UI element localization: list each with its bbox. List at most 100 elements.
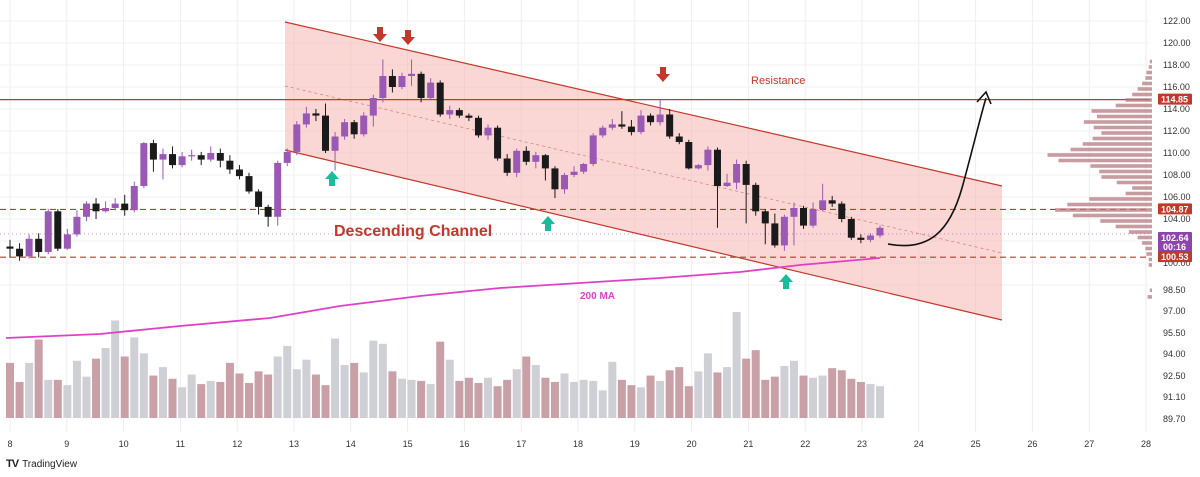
price-badge-label: 102.64 [1161, 233, 1189, 243]
candle-body [169, 154, 177, 166]
candle-body [675, 136, 683, 142]
volume-profile-bar [1100, 219, 1152, 223]
volume-bar [809, 377, 818, 418]
volume-bar [149, 375, 158, 418]
volume-profile-bar [1097, 114, 1152, 119]
volume-bar [837, 370, 846, 418]
candle-body [446, 110, 454, 115]
volume-bar [340, 365, 349, 418]
candle-body [398, 76, 406, 87]
x-tick-label: 26 [1027, 439, 1037, 449]
y-tick-label: 95.50 [1163, 328, 1186, 338]
volume-bar [694, 371, 703, 418]
candle-body [226, 160, 234, 170]
candle-body [522, 150, 530, 162]
resistance-label: Resistance [751, 75, 805, 87]
volume-bar [206, 380, 215, 418]
volume-profile-bar [1067, 202, 1152, 207]
volume-bar [101, 348, 110, 418]
tradingview-name: TradingView [22, 458, 78, 470]
volume-bar [464, 377, 473, 418]
volume-bar [130, 337, 139, 418]
volume-bar [235, 373, 244, 418]
volume-bar [531, 365, 540, 418]
candles [6, 59, 884, 261]
candle-body [713, 149, 721, 186]
candle-body [341, 122, 349, 137]
candle-body [484, 127, 492, 136]
candle-body [369, 98, 377, 116]
x-tick-label: 27 [1084, 439, 1094, 449]
candle-body [465, 115, 473, 118]
candle-body [274, 162, 282, 217]
candle-body [474, 117, 482, 136]
volume-bar [445, 359, 454, 418]
volume-bar [646, 375, 655, 418]
volume-bar [761, 379, 770, 418]
candle-body [666, 114, 674, 137]
candle-body [752, 184, 760, 212]
candle-body [694, 165, 702, 169]
candle-body [561, 175, 569, 190]
volume-profile-bar [1055, 208, 1152, 212]
candle-body [436, 82, 444, 115]
candle-body [111, 203, 119, 208]
bottom-arrow-icon [325, 171, 339, 186]
y-tick-label: 94.00 [1163, 349, 1186, 359]
volume-profile-bar [1091, 109, 1152, 113]
volume-profile-bar [1115, 103, 1152, 108]
volume-profile-bar [1101, 131, 1152, 135]
volume-profile-bar [1132, 186, 1152, 190]
volume-bar [417, 380, 426, 418]
y-tick-label: 120.00 [1163, 38, 1191, 48]
volume-bar [541, 377, 550, 418]
candle-body [388, 76, 396, 87]
volume-profile-bar [1146, 252, 1152, 256]
price-badge-label: 114.85 [1161, 95, 1188, 105]
candle-body [321, 115, 329, 151]
volume-bar [675, 367, 684, 418]
x-tick-label: 10 [119, 439, 129, 449]
y-tick-label: 106.00 [1163, 192, 1191, 202]
volume-bar [178, 387, 187, 418]
y-tick-label: 89.70 [1163, 414, 1186, 424]
volume-profile-bar [1137, 235, 1152, 240]
volume-bar [780, 366, 789, 418]
volume-bar [245, 383, 254, 418]
candle-body [828, 200, 836, 204]
candle-body [283, 151, 291, 163]
x-tick-label: 22 [800, 439, 810, 449]
x-tick-label: 16 [459, 439, 469, 449]
ma-label: 200 MA [580, 291, 615, 302]
volume-bar [158, 367, 167, 418]
candle-body [293, 124, 301, 152]
volume-profile-bar [1148, 257, 1152, 262]
volume-bar [866, 384, 875, 418]
y-tick-label: 112.00 [1163, 126, 1190, 136]
volume-bar [72, 360, 81, 418]
candle-body [541, 155, 549, 169]
candle-body [551, 168, 559, 190]
bottom-arrow-icon [541, 216, 555, 231]
volume-profile-bar [1149, 59, 1152, 64]
volume-bar [799, 375, 808, 418]
x-tick-label: 13 [289, 439, 299, 449]
x-tick-label: 21 [743, 439, 753, 449]
candle-body [570, 171, 578, 175]
candle-body [63, 234, 71, 249]
candle-body [6, 246, 14, 249]
volume-bar [742, 358, 751, 418]
y-tick-label: 116.00 [1163, 82, 1190, 92]
volume-bar [25, 362, 34, 418]
price-badge [1158, 203, 1192, 215]
candle-body [838, 203, 846, 219]
volume-bar [111, 320, 120, 418]
candle-body [235, 169, 243, 177]
volume-bar [168, 378, 177, 418]
candle-body [800, 208, 808, 226]
candle-body [408, 73, 416, 76]
volume-bar [723, 367, 732, 418]
volume-bar [636, 387, 645, 418]
